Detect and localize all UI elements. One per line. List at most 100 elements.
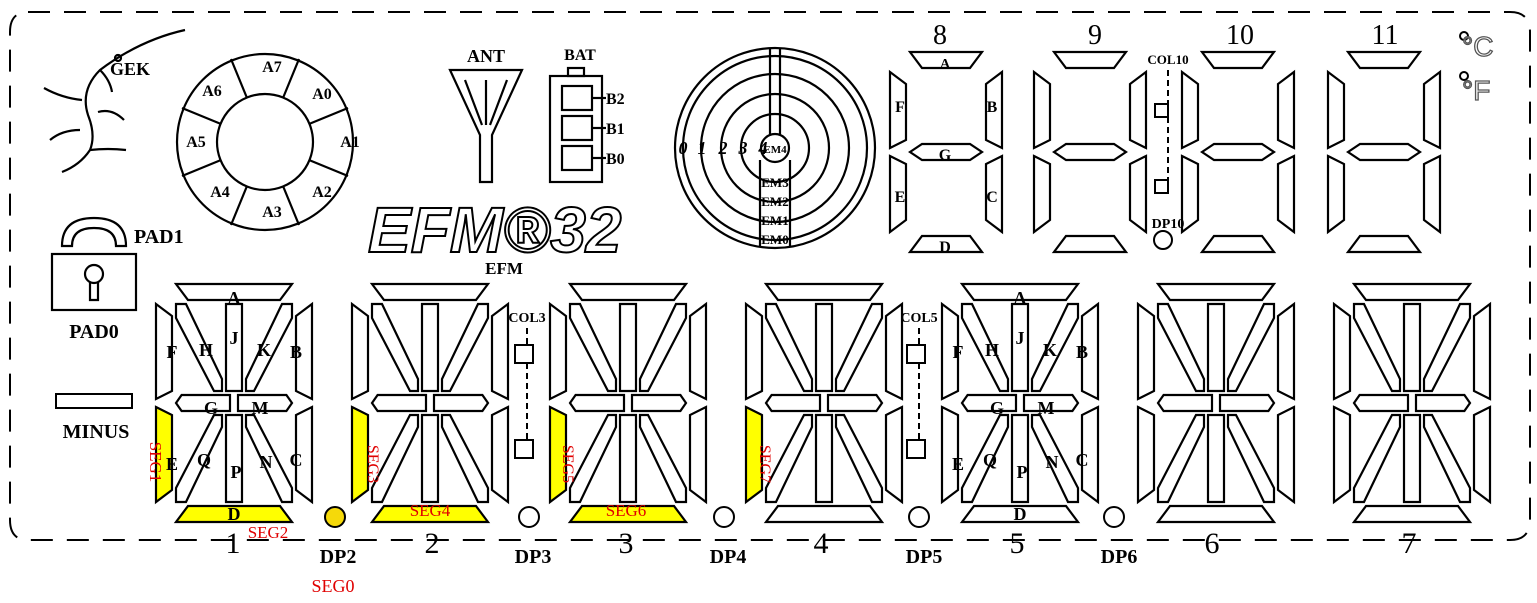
alpha-digit-2-seg-h [370,302,420,393]
alpha-digit-6-seg-k [1226,302,1276,393]
seg7-annotation: SEG7 [756,445,773,483]
alpha-digit-1-letter-p: P [231,462,242,482]
ring-digit-4: 4 [758,138,768,158]
alpha-digit-1-seg-b [294,301,314,401]
alpha-digit-3-seg-n [638,413,688,504]
alpha-digit-5-letter-f: F [953,342,964,362]
numeric-digit-10-seg-c [1276,154,1296,235]
numeric-digit-8 [888,50,1004,254]
seg3-annotation: SEG3 [364,445,381,483]
alpha-digit-3-seg-g [568,393,626,413]
degree-c-dot [1459,31,1469,41]
dp10-dot [1153,230,1173,250]
alpha-digit-2-seg-d [369,504,491,524]
alpha-digit-7-seg-m [1414,393,1472,413]
alpha-digit-5-seg-d [959,504,1081,524]
alpha-digit-5-seg-n [1030,413,1080,504]
seg6-annotation: SEG6 [606,501,647,520]
alpha-digit-3-seg-q [568,413,618,504]
numeric-digit-11-seg-a [1345,50,1423,70]
em0-label: EM0 [761,232,788,247]
ring-label-a4: A4 [210,184,230,201]
digit8-seg-c: C [986,189,998,206]
alpha-digit-3-seg-c [688,405,708,505]
dp3-dot [518,506,540,528]
seg0-annotation: SEG0 [311,576,354,596]
digit8-seg-e: E [895,189,906,206]
alpha-digit-1-letter-f: F [167,342,178,362]
alpha-digit-6-seg-h [1156,302,1206,393]
alpha-digit-1-letter-a: A [228,288,241,308]
alpha-digit-5-seg-m [1022,393,1080,413]
alpha-number-1: 1 [226,527,241,560]
alpha-digit-1-seg-q [174,413,224,504]
numeric-digit-9-seg-a [1051,50,1129,70]
alpha-digit-3-seg-b [688,301,708,401]
numeric-digit-10-seg-f [1180,69,1200,150]
alpha-digit-5-letter-j: J [1016,328,1025,348]
alpha-digit-2-seg-k [440,302,490,393]
alpha-digit-6-seg-j [1206,302,1226,393]
alpha-number-6: 6 [1205,527,1220,560]
em4-label: EM4 [763,144,787,156]
alpha-digit-1-seg-p [224,413,244,504]
alpha-digit-5-seg-h [960,302,1010,393]
alpha-digit-2-seg-a [369,282,491,302]
alpha-digit-4-seg-p [814,413,834,504]
numeric-digit-11-seg-e [1326,154,1346,235]
alpha-digit-4-seg-m [826,393,884,413]
alpha-digit-7-seg-q [1352,413,1402,504]
alpha-digit-3-seg-e [548,405,568,505]
alpha-digit-2 [350,282,510,524]
dp6-label: DP6 [1101,546,1138,568]
numeric-digit-8-seg-c [984,154,1004,235]
col3-label: COL3 [508,311,545,326]
alpha-digit-5-seg-b [1080,301,1100,401]
em1-label: EM1 [761,213,788,228]
alpha-digit-2-seg-g [370,393,428,413]
alpha-number-4: 4 [814,527,829,560]
numeric-digit-10 [1180,50,1296,254]
alpha-digit-1-letter-h: H [199,340,213,360]
numeric-digit-9-seg-g [1052,142,1128,162]
alpha-digit-5-letter-k: K [1043,340,1057,360]
ring-digit-0: 0 [679,138,688,158]
alpha-digit-2-seg-f [350,301,370,401]
alpha-digit-4 [744,282,904,524]
alpha-digit-5-seg-f [940,301,960,401]
ring-label-a5: A5 [186,134,206,151]
ring-digit-1: 1 [698,138,707,158]
alpha-digit-7-seg-n [1422,413,1472,504]
ring-a-segments: A0 A1 A2 A3 A4 A5 A6 A7 [175,52,360,232]
alpha-digit-1-seg-n [244,413,294,504]
alpha-digit-5-letter-g: G [990,398,1004,418]
col5-colon [906,328,926,459]
alpha-digit-5-letter-n: N [1046,452,1059,472]
alpha-digit-6-seg-d [1155,504,1277,524]
alpha-digit-4-seg-e [744,405,764,505]
minus-segment [55,393,133,409]
alpha-digit-4-seg-c [884,405,904,505]
digit-number-8: 8 [933,20,947,51]
alphanumeric-digits [154,282,1492,524]
alpha-digit-4-seg-b [884,301,904,401]
alpha-digit-1-seg-e [154,405,174,505]
alpha-digit-6-seg-m [1218,393,1276,413]
col5-label: COL5 [900,311,937,326]
alpha-digit-5-seg-k [1030,302,1080,393]
dp2-label: DP2 [320,546,357,568]
alpha-digit-1-letter-j: J [230,328,239,348]
numeric-digit-9 [1032,50,1148,254]
alpha-digit-5-letter-c: C [1076,450,1089,470]
ring-label-a0: A0 [312,86,332,103]
alpha-digit-7-seg-e [1332,405,1352,505]
alpha-digit-5-letter-m: M [1038,398,1055,418]
alpha-digit-1-letter-g: G [204,398,218,418]
alpha-digit-5-letter-p: P [1017,462,1028,482]
numeric-digit-10-seg-g [1200,142,1276,162]
alpha-digit-1-letter-m: M [252,398,269,418]
seg1-annotation: SEG1 [146,442,165,483]
antenna-icon [448,68,524,184]
alpha-digit-3-seg-h [568,302,618,393]
